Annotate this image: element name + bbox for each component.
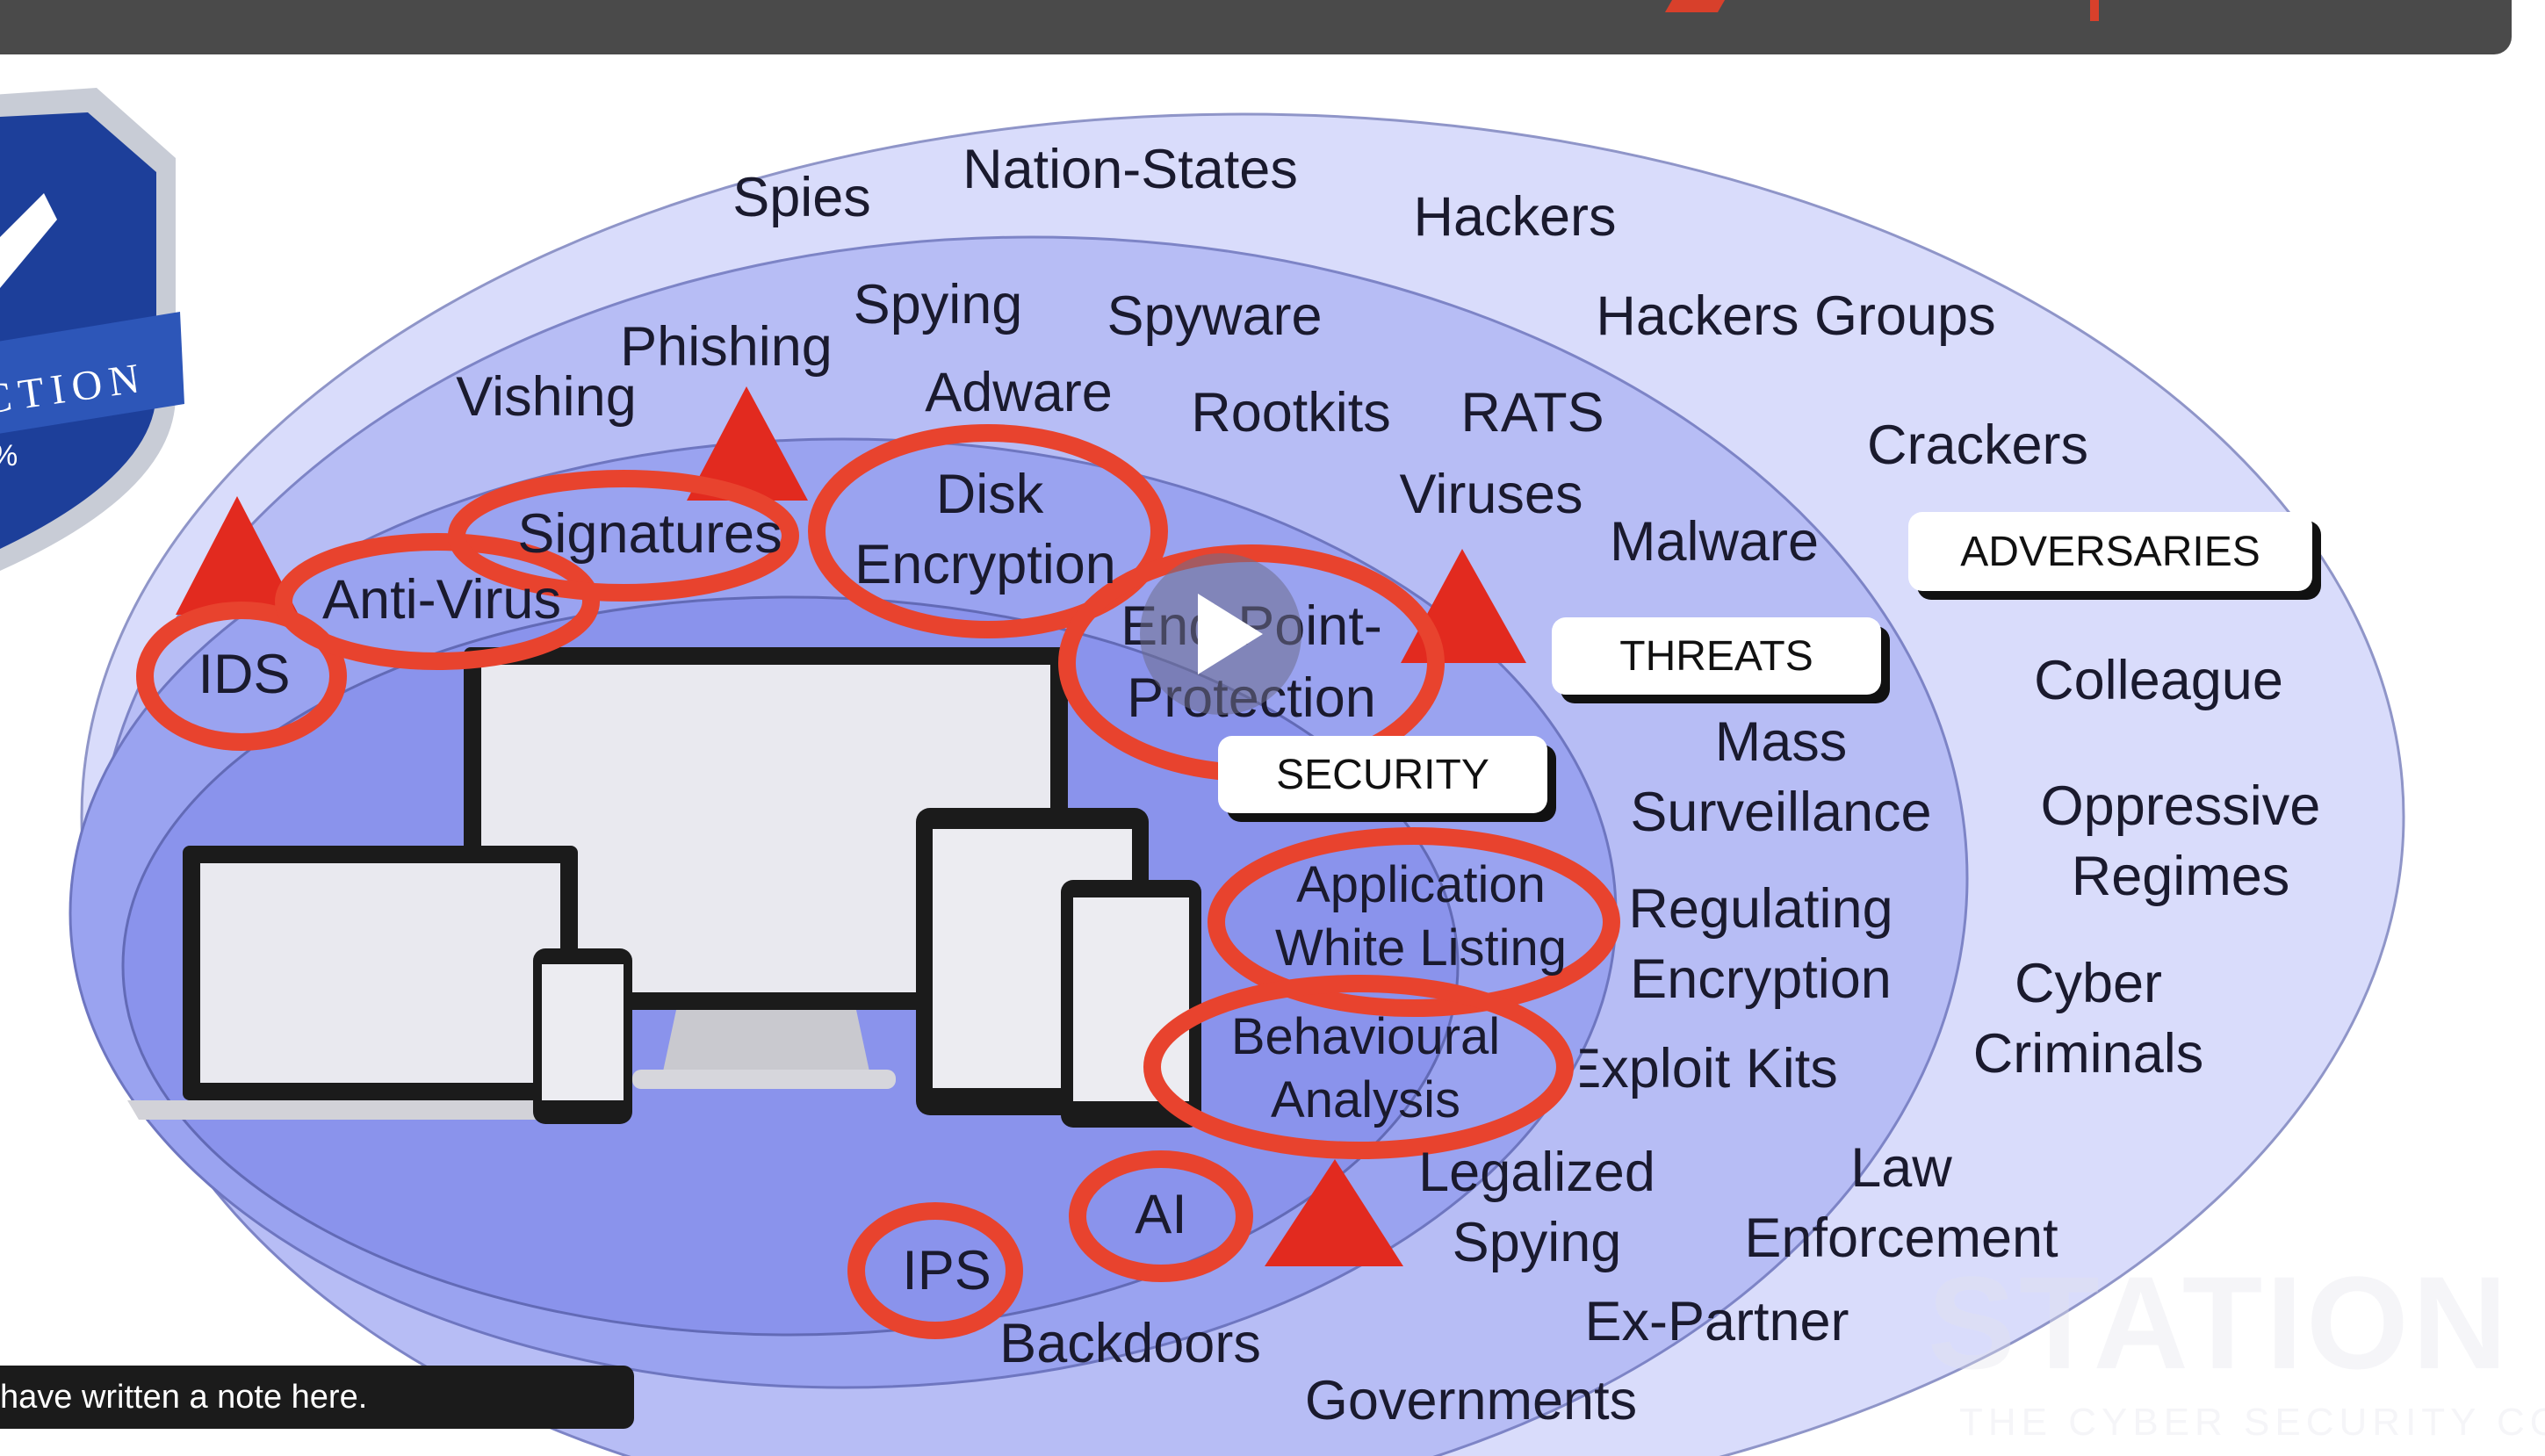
ids-ring <box>136 602 347 751</box>
play-icon <box>1198 594 1263 674</box>
label-viruses: Viruses <box>1399 464 1583 525</box>
label-surveillance: Surveillance <box>1630 782 1932 843</box>
label-crackers: Crackers <box>1866 414 2089 476</box>
ips-ring <box>847 1202 1023 1339</box>
label-regulating: Regulating <box>1628 878 1893 940</box>
label-regimes: Regimes <box>2071 846 2290 907</box>
play-button[interactable] <box>1140 553 1301 715</box>
label-colleague: Colleague <box>2034 650 2283 711</box>
label-criminals: Criminals <box>1972 1023 2204 1085</box>
title-bar <box>0 0 2512 54</box>
watermark-brand: STATION <box>1928 1249 2512 1396</box>
warning-triangle-icon <box>176 496 299 615</box>
label-hackers: Hackers <box>1413 186 1617 248</box>
label-signatures: Signatures <box>517 503 782 565</box>
label-oppressive: Oppressive <box>2040 775 2321 837</box>
label-cyber: Cyber <box>2014 953 2163 1014</box>
label-encryption-reg: Encryption <box>1630 948 1892 1010</box>
label-enforcement: Enforcement <box>1744 1207 2058 1269</box>
label-rootkits: Rootkits <box>1191 382 1391 443</box>
label-analysis: Analysis <box>1271 1071 1460 1128</box>
label-spying-2: Spying <box>1452 1212 1622 1273</box>
label-exploit-kits: Exploit Kits <box>1564 1038 1838 1099</box>
disk-encryption-ring <box>808 424 1168 638</box>
label-application: Application <box>1296 856 1546 913</box>
label-disk: Disk <box>935 464 1044 525</box>
ai-ring <box>1069 1150 1253 1282</box>
tag-adversaries: ADVERSARIES <box>1908 512 2312 591</box>
label-ai: AI <box>1135 1184 1187 1245</box>
label-spying: Spying <box>853 274 1023 335</box>
label-white-listing: White Listing <box>1274 919 1568 977</box>
label-legalized: Legalized <box>1418 1142 1655 1203</box>
tablet-icon <box>1061 880 1201 1128</box>
shield-small-text: % <box>0 439 18 472</box>
label-phishing: Phishing <box>620 316 833 378</box>
label-ex-partner: Ex-Partner <box>1584 1291 1849 1352</box>
label-law: Law <box>1850 1137 1952 1199</box>
behavioural-analysis-ring <box>1143 975 1574 1159</box>
label-nation-states: Nation-States <box>962 139 1298 200</box>
label-spies: Spies <box>732 167 871 228</box>
label-malware: Malware <box>1609 511 1820 573</box>
watermark-tagline: THE CYBER SECURITY COMP <box>1959 1401 2545 1444</box>
phone-icon <box>533 948 632 1124</box>
tag-threats: THREATS <box>1552 617 1881 695</box>
label-governments: Governments <box>1304 1370 1638 1431</box>
label-behavioural: Behavioural <box>1230 1008 1501 1065</box>
label-spyware: Spyware <box>1107 285 1323 347</box>
label-hackers-groups: Hackers Groups <box>1596 285 1996 347</box>
watermark: STATION THE CYBER SECURITY COMP <box>1928 1247 2545 1456</box>
application-white-listing-ring <box>1208 827 1620 1017</box>
anti-virus-ring <box>275 533 600 670</box>
label-ids: IDS <box>198 644 291 705</box>
note-bubble[interactable]: have written a note here. <box>0 1366 634 1429</box>
shield-badge-icon <box>0 88 184 571</box>
label-encryption-sec: Encryption <box>854 534 1116 595</box>
label-mass: Mass <box>1714 711 1848 773</box>
warning-triangle-icon <box>1265 1159 1403 1266</box>
label-anti-virus: Anti-Virus <box>322 569 561 631</box>
laptop-icon <box>127 846 632 1120</box>
signatures-ring <box>448 470 799 602</box>
label-vishing: Vishing <box>456 366 637 428</box>
title-accent <box>2090 0 2099 21</box>
tag-security: SECURITY <box>1218 736 1547 813</box>
label-adware: Adware <box>925 362 1113 423</box>
label-rats: RATS <box>1460 382 1604 443</box>
label-backdoors: Backdoors <box>999 1313 1261 1374</box>
warning-triangle-icon <box>687 386 808 501</box>
label-ips: IPS <box>902 1240 991 1301</box>
